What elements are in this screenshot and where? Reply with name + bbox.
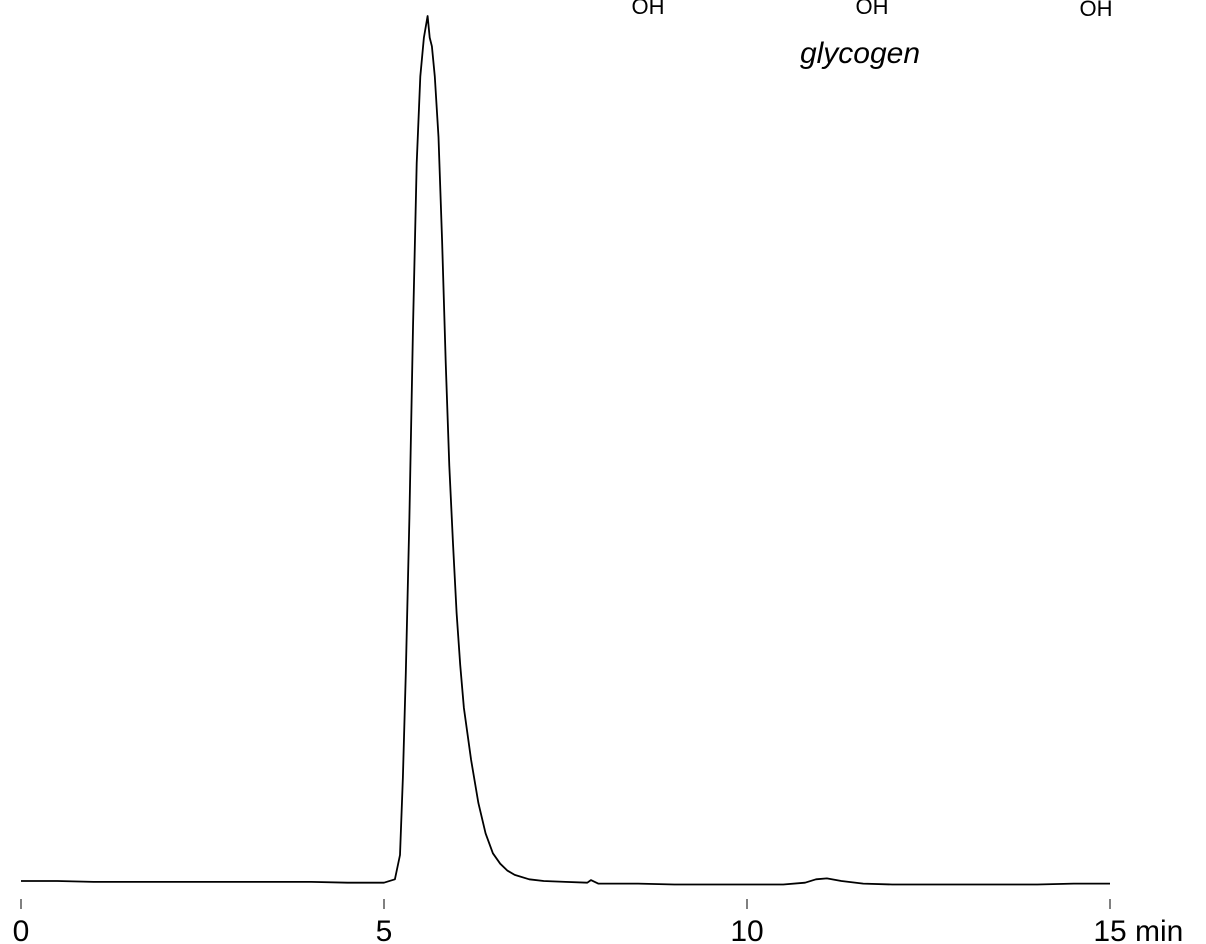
x-axis: 0 5 10 15 min [13,899,1183,944]
x-unit-label: min [1135,915,1183,944]
chromatogram-trace-0 [21,15,1110,886]
structure-annotation: OH OH OH glycogen [632,0,1113,70]
x-tick-label: 0 [13,915,30,944]
oh-label-3: OH [1080,0,1113,21]
x-tick-label: 10 [730,915,763,944]
oh-label-2: OH [856,0,889,19]
series-group [21,15,1110,886]
x-tick-label: 5 [376,915,393,944]
oh-label-1: OH [632,0,665,19]
x-tick-label: 15 [1093,915,1126,944]
compound-name-label: glycogen [800,37,920,70]
